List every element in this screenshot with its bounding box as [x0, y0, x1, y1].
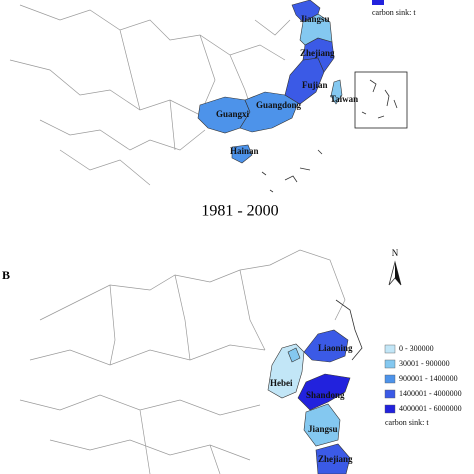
legend-swatch: [384, 344, 396, 354]
province-jiangsu: [303, 403, 341, 447]
sea-islands: [261, 149, 323, 193]
label-jiangsu: Jiangsu: [300, 14, 330, 24]
legend-a-unit: carbon sink: t: [372, 8, 416, 17]
label-shandong: Shandong: [306, 390, 345, 400]
province-shandong: [297, 373, 351, 411]
province-hainan: [231, 144, 253, 164]
panel-a-map: [9, 0, 408, 193]
province-guangdong: [239, 91, 299, 133]
legend-swatch: [384, 404, 396, 414]
legend-label: 0 - 300000: [399, 344, 434, 353]
panel-b-map: [19, 249, 402, 474]
label-taiwan: Taiwan: [330, 94, 358, 104]
caption: 1981 - 2000: [201, 203, 278, 220]
legend-label: 30001 - 900000: [399, 359, 450, 368]
legend-a-swatch: [372, 0, 384, 5]
legend-label: 1400001 - 4000000: [399, 389, 462, 398]
label-guangxi: Guangxi: [216, 109, 250, 119]
province-hebei: [267, 343, 305, 399]
province-zhejiang: [315, 443, 351, 474]
inset-box: [354, 71, 408, 129]
label-fujian: Fujian: [302, 80, 328, 90]
label-hainan: Hainan: [230, 146, 259, 156]
inland-borders: [9, 4, 291, 186]
inland-borders: [19, 249, 346, 474]
label-hebei: Hebei: [270, 378, 293, 388]
coast-north: [335, 299, 363, 361]
province-shandong-top: [291, 0, 321, 23]
legend-label: 900001 - 1400000: [399, 374, 458, 383]
inset-islands: [361, 79, 398, 119]
legend-swatch: [384, 389, 396, 399]
label-guangdong: Guangdong: [256, 100, 302, 110]
panel-letter: B: [2, 268, 10, 282]
label-jiangsu: Jiangsu: [308, 424, 338, 434]
legend-label: 4000001 - 6000000: [399, 404, 462, 413]
legend-swatch: [384, 359, 396, 369]
north-label: N: [392, 248, 399, 258]
label-zhejiang: Zhejiang: [318, 454, 353, 464]
label-liaoning: Liaoning: [318, 343, 353, 353]
province-beijing: [287, 347, 301, 363]
legend-swatch: [384, 374, 396, 384]
province-liaoning: [303, 329, 349, 363]
north-arrow-fill: [395, 262, 401, 285]
province-taiwan: [330, 79, 343, 105]
legend: 0 - 300000 30001 - 900000 900001 - 1400000…: [384, 344, 462, 414]
label-zhejiang: Zhejiang: [300, 48, 335, 58]
legend-b-unit: carbon sink: t: [385, 418, 429, 427]
